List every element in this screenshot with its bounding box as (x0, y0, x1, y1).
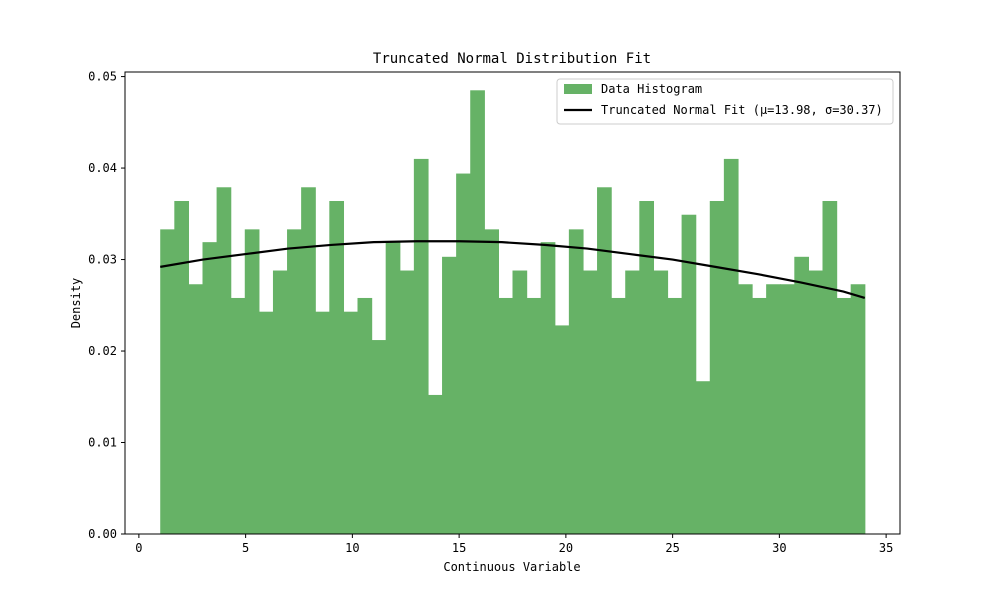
y-tick-label: 0.01 (88, 436, 117, 450)
histogram-bar (582, 270, 598, 534)
legend-swatch-histogram (564, 84, 592, 94)
histogram-bar (174, 200, 190, 534)
histogram-bar (780, 284, 795, 534)
histogram-bar (737, 284, 753, 534)
histogram-bar (568, 229, 584, 534)
histogram-bar (216, 187, 232, 534)
y-axis-ticks: 0.00 0.01 0.02 0.03 0.04 0.05 (88, 70, 125, 541)
histogram-bar (709, 200, 725, 534)
x-tick-label: 25 (665, 541, 679, 555)
histogram-bar (667, 297, 683, 534)
histogram-bar (329, 200, 345, 534)
histogram-bar (301, 187, 316, 534)
y-tick-label: 0.02 (88, 344, 117, 358)
x-tick-label: 20 (559, 541, 573, 555)
histogram-bar (498, 297, 514, 534)
histogram-bar (413, 158, 429, 534)
histogram-bar (244, 229, 260, 534)
histogram-bar (456, 173, 471, 534)
histogram-bar (639, 200, 655, 534)
histogram-bar (681, 214, 697, 534)
histogram-bar (512, 270, 528, 534)
histogram-bar (371, 340, 387, 534)
histogram-bar (442, 256, 457, 534)
histogram-bar (188, 284, 204, 534)
histogram-bar (850, 284, 866, 534)
legend-label-fit: Truncated Normal Fit (μ=13.98, σ=30.37) (601, 103, 883, 117)
histogram-bar (399, 270, 415, 534)
histogram-bar (258, 311, 274, 534)
histogram-bar (526, 297, 542, 534)
histogram-bar (385, 242, 401, 535)
histogram-bar (315, 311, 330, 534)
histogram-bar (836, 297, 852, 534)
y-tick-label: 0.04 (88, 161, 117, 175)
histogram-bar (470, 90, 485, 534)
histogram-bar (272, 270, 288, 534)
histogram-bar (287, 229, 302, 534)
x-tick-label: 15 (452, 541, 466, 555)
histogram-bar (357, 297, 373, 534)
x-tick-label: 30 (772, 541, 786, 555)
x-axis-ticks: 0 5 10 15 20 25 30 35 (135, 534, 893, 555)
histogram-bar (766, 284, 781, 534)
x-axis-label: Continuous Variable (443, 560, 580, 574)
histogram-bar (752, 297, 767, 534)
plot-frame (124, 71, 901, 535)
histogram-bar (554, 325, 570, 534)
legend-box (556, 78, 894, 125)
legend: Data Histogram Truncated Normal Fit (μ=1… (556, 78, 894, 125)
x-tick-label: 5 (242, 541, 249, 555)
y-axis-label: Density (69, 278, 83, 329)
histogram-bar (427, 394, 443, 534)
y-tick-label: 0.05 (88, 70, 117, 84)
y-tick-label: 0.00 (88, 527, 117, 541)
histogram-bar (653, 270, 669, 534)
histogram-bar (822, 200, 838, 534)
histogram-bar (484, 229, 500, 534)
histogram-bar (794, 256, 810, 534)
histogram-bar (202, 242, 218, 535)
x-tick-label: 35 (879, 541, 893, 555)
histogram-bars (160, 90, 866, 535)
legend-label-histogram: Data Histogram (601, 82, 702, 96)
histogram-bar (611, 297, 626, 534)
x-tick-label: 10 (345, 541, 359, 555)
histogram-bar (540, 242, 556, 535)
histogram-bar (160, 229, 175, 534)
histogram-bar (625, 270, 640, 534)
x-tick-label: 0 (135, 541, 142, 555)
fit-line (160, 240, 866, 300)
histogram-bar (230, 297, 246, 534)
histogram-bar (695, 381, 711, 534)
histogram-bar (597, 187, 612, 534)
chart-title: Truncated Normal Distribution Fit (373, 51, 651, 67)
y-tick-label: 0.03 (88, 253, 117, 267)
histogram-bar (808, 270, 824, 534)
histogram-bar (343, 311, 359, 534)
histogram-bar (723, 158, 739, 534)
